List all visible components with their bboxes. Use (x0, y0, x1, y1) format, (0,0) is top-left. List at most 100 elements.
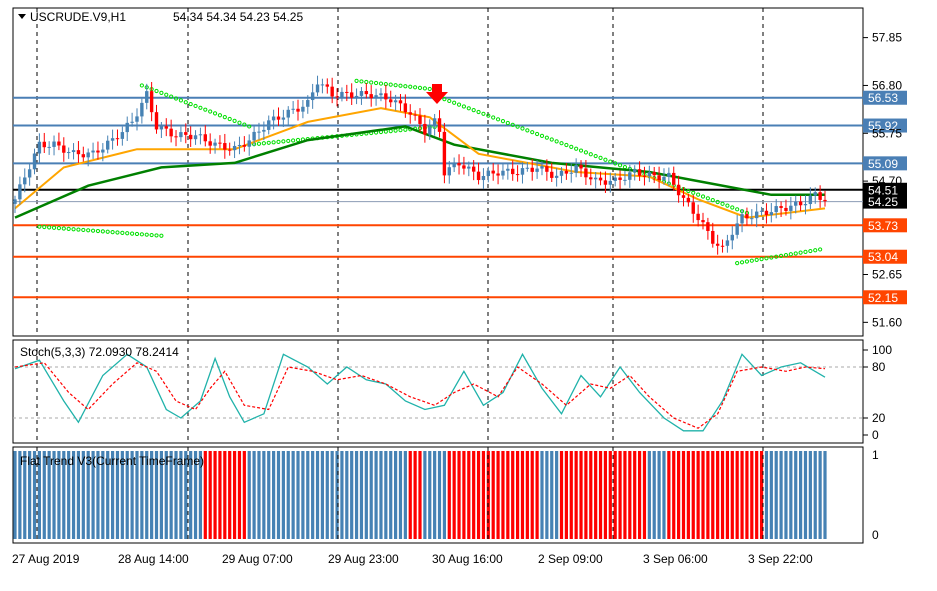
trend-bar (652, 451, 656, 539)
candle-body (784, 207, 788, 211)
sar-dot (476, 109, 481, 115)
trend-bar (750, 451, 754, 539)
trend-bar (457, 451, 461, 539)
trend-bar (174, 451, 178, 539)
trend-bar (515, 451, 520, 539)
sar-dot (110, 230, 115, 235)
trend-bar (193, 451, 198, 539)
trend-bar (47, 451, 51, 539)
sar-dot (442, 97, 447, 102)
price-tag-label: 55.09 (868, 157, 898, 171)
price-tag (863, 194, 907, 209)
main-pane[interactable] (12, 7, 864, 337)
trend-bar (296, 451, 300, 539)
trend-bar (291, 451, 295, 539)
trend-bar (813, 451, 817, 539)
candle-body (798, 201, 803, 206)
trend-bar (672, 451, 676, 539)
candle-body (169, 128, 173, 137)
candle-body (32, 153, 37, 170)
sar-dot (403, 84, 408, 89)
sar-dot (735, 207, 740, 212)
trend-bar (803, 451, 808, 539)
sar-dot (95, 228, 101, 234)
trend-bar (686, 451, 690, 539)
candle-body (232, 145, 237, 151)
sar-dot (178, 98, 184, 103)
sar-dot (510, 122, 515, 127)
sar-dot (188, 101, 193, 107)
sar-dot (705, 196, 710, 201)
sar-dot (783, 252, 789, 258)
trend-bar (389, 451, 393, 539)
trend-bar (472, 451, 476, 539)
trend-bar (71, 451, 76, 539)
trend-bar (759, 451, 764, 539)
trend-bar (13, 451, 17, 539)
sar-dot (515, 124, 520, 129)
candle-body (369, 94, 373, 99)
price-tick-label: 52.65 (872, 268, 902, 282)
candle-body (642, 175, 647, 177)
trend-bar (594, 451, 598, 539)
sar-dot (212, 111, 218, 116)
candle-body (574, 165, 578, 173)
sar-dot (530, 130, 535, 135)
trend-bar (764, 451, 769, 539)
time-tick-label: 3 Sep 22:00 (748, 552, 813, 566)
candle-body (647, 172, 652, 177)
sar-dot (388, 82, 393, 87)
stoch-tick-label: 80 (872, 360, 886, 374)
sar-dot (774, 254, 779, 259)
candle-body (47, 146, 51, 148)
trend-bar (633, 451, 637, 539)
sar-dot (183, 100, 188, 105)
trend-bar (559, 451, 564, 539)
trend-bar (574, 451, 578, 539)
sar-dot (56, 226, 62, 231)
candle-body (267, 120, 271, 130)
candle-body (198, 134, 203, 136)
trend-bar (657, 451, 661, 539)
price-tag-label: 53.04 (868, 250, 898, 264)
trend-bar (799, 451, 803, 539)
sar-dot (37, 224, 42, 229)
trend-bar (145, 451, 149, 539)
trend-bar (272, 451, 276, 539)
candle-body (389, 99, 393, 103)
sar-dot (486, 113, 491, 118)
candle-body (623, 179, 627, 181)
sar-dot (359, 79, 364, 84)
sar-dot (261, 141, 266, 146)
trend-bar (716, 451, 720, 539)
candle-body (672, 172, 676, 185)
stoch-pane[interactable] (12, 339, 864, 444)
sar-dot (764, 256, 769, 261)
candle-body (501, 170, 505, 176)
sar-dot (398, 83, 403, 88)
candle-body (808, 195, 813, 205)
stoch-main-line (14, 352, 826, 432)
time-tick-label: 29 Aug 23:00 (328, 552, 399, 566)
trend-bar (198, 451, 203, 539)
candle-body (276, 116, 281, 120)
trend-bar (315, 451, 320, 539)
trend-bar (208, 451, 212, 539)
candle-body (37, 141, 42, 154)
candle-body (315, 84, 320, 93)
candle-body (686, 197, 691, 203)
candle-body (301, 106, 305, 112)
candle-body (227, 149, 232, 151)
trend-bar (569, 451, 573, 539)
dropdown-triangle-icon[interactable] (18, 14, 26, 19)
trend-bar (520, 451, 525, 539)
sar-dot (291, 138, 296, 143)
candle-body (794, 201, 798, 206)
candle-body (159, 126, 164, 130)
trend-bar (613, 451, 617, 539)
price-tag-label: 55.92 (868, 119, 898, 133)
sar-dot (564, 142, 569, 148)
trend-bar (286, 451, 290, 539)
candle-body (27, 169, 32, 178)
candle-body (164, 126, 168, 129)
